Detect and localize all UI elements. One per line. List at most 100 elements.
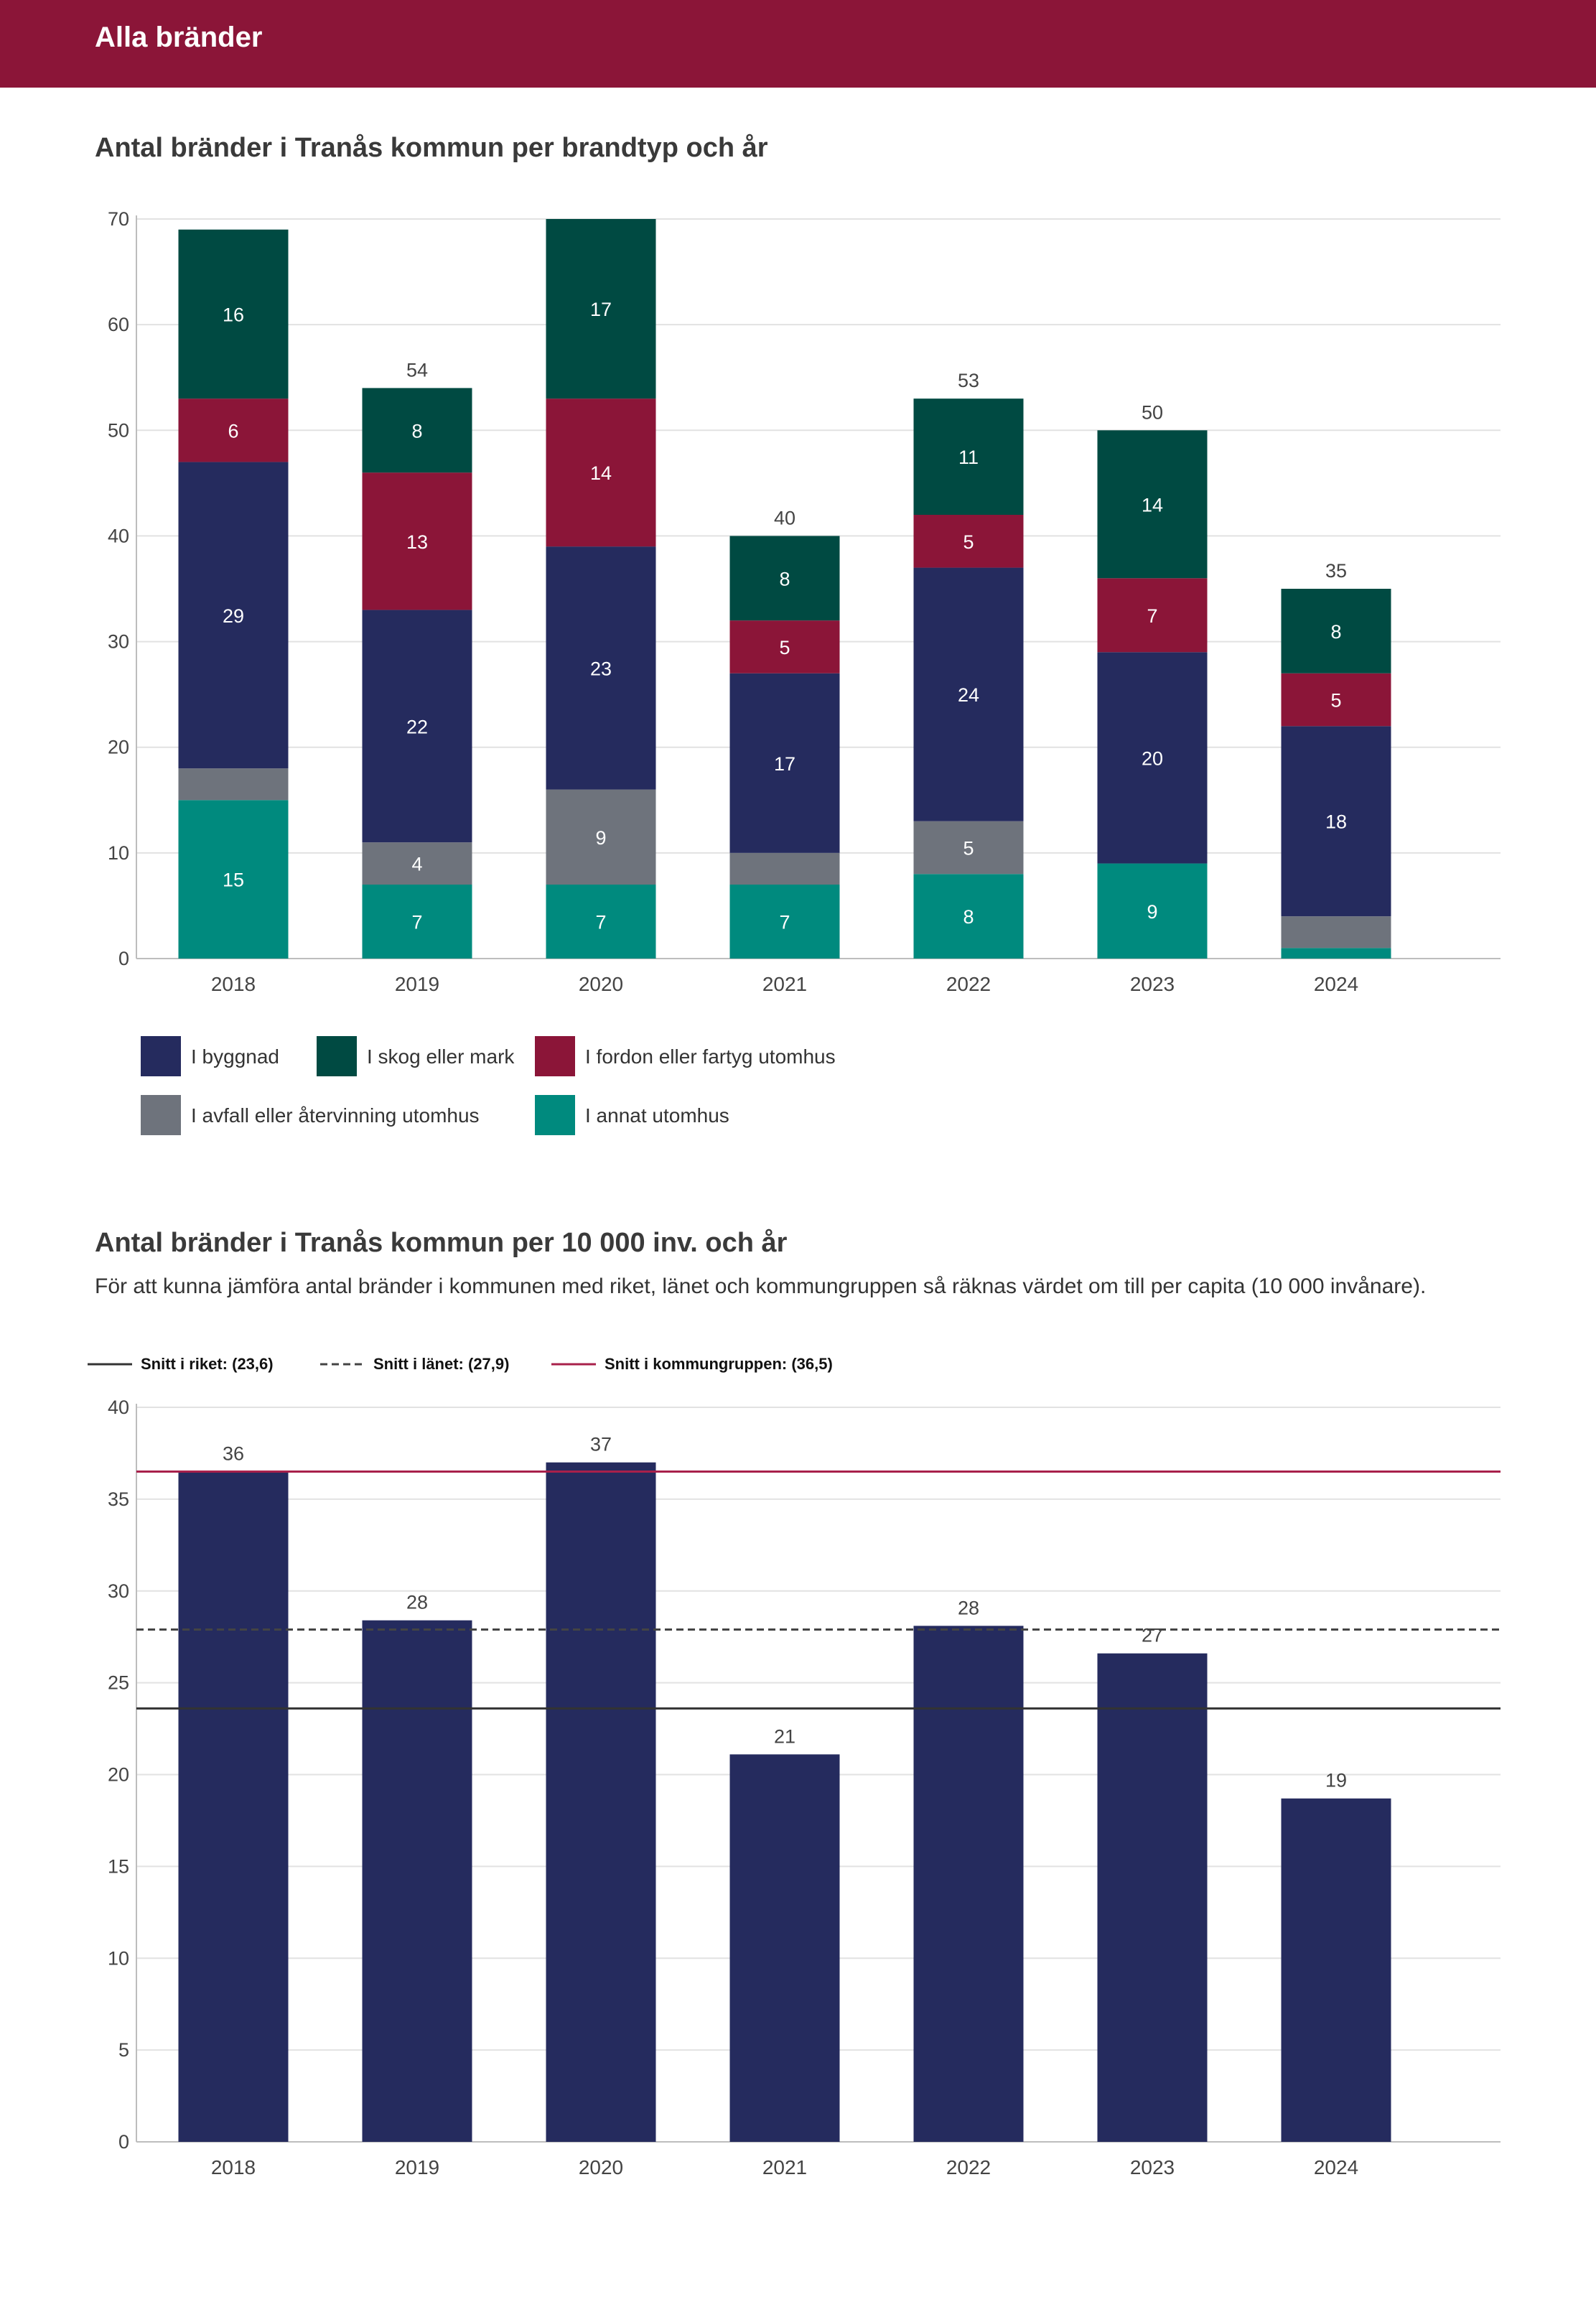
bar-segment bbox=[178, 229, 289, 399]
y-tick-label: 35 bbox=[108, 1488, 129, 1510]
segment-value-label: 8 bbox=[411, 420, 422, 442]
segment-value-label: 7 bbox=[779, 912, 790, 933]
segment-value-label: 9 bbox=[1147, 901, 1157, 923]
segment-value-label: 8 bbox=[1330, 621, 1341, 643]
bar-segment bbox=[729, 885, 840, 959]
bar bbox=[362, 1620, 472, 2142]
x-tick-label: 2020 bbox=[579, 973, 623, 995]
y-tick-label: 0 bbox=[118, 2131, 129, 2153]
bar-segment bbox=[913, 874, 1024, 959]
bar-segment bbox=[546, 219, 656, 399]
segment-value-label: 17 bbox=[774, 753, 795, 775]
legend-swatch bbox=[141, 1095, 181, 1135]
bar-segment bbox=[362, 842, 472, 885]
x-tick-label: 2021 bbox=[762, 2156, 807, 2178]
bar bbox=[913, 1626, 1024, 2142]
x-tick-label: 2024 bbox=[1314, 2156, 1358, 2178]
legend-swatch bbox=[535, 1095, 575, 1135]
page-header: Alla bränder bbox=[0, 0, 1596, 88]
bar-total-label: 40 bbox=[774, 507, 795, 528]
x-tick-label: 2023 bbox=[1130, 2156, 1175, 2178]
segment-value-label: 20 bbox=[1142, 747, 1163, 769]
bar-value-label: 28 bbox=[958, 1597, 979, 1618]
y-tick-label: 25 bbox=[108, 1672, 129, 1694]
segment-value-label: 5 bbox=[963, 531, 974, 553]
legend-label: I byggnad bbox=[191, 1045, 279, 1068]
bar-total-label: 53 bbox=[958, 370, 979, 391]
bar-segment bbox=[362, 610, 472, 843]
bar-value-label: 28 bbox=[406, 1592, 428, 1613]
segment-value-label: 5 bbox=[779, 637, 790, 658]
y-tick-label: 50 bbox=[108, 419, 129, 441]
bar bbox=[1281, 1798, 1391, 2142]
bar-total-label: 50 bbox=[1142, 401, 1163, 423]
bar-value-label: 27 bbox=[1142, 1625, 1163, 1646]
bar-value-label: 37 bbox=[590, 1434, 612, 1455]
x-tick-label: 2024 bbox=[1314, 973, 1358, 995]
y-tick-label: 40 bbox=[108, 525, 129, 546]
segment-value-label: 7 bbox=[411, 912, 422, 933]
bar-segment bbox=[546, 789, 656, 885]
y-tick-label: 15 bbox=[108, 1855, 129, 1877]
bar bbox=[546, 1462, 656, 2142]
segment-value-label: 16 bbox=[223, 304, 244, 325]
bar bbox=[1097, 1653, 1208, 2142]
bar-segment bbox=[913, 567, 1024, 821]
segment-value-label: 6 bbox=[228, 420, 238, 442]
bar-segment bbox=[913, 515, 1024, 568]
y-tick-label: 0 bbox=[118, 948, 129, 969]
y-tick-label: 30 bbox=[108, 631, 129, 653]
bar-segment bbox=[729, 852, 840, 885]
segment-value-label: 15 bbox=[223, 870, 244, 891]
segment-value-label: 4 bbox=[411, 854, 422, 875]
segment-value-label: 14 bbox=[590, 462, 612, 484]
bar-segment bbox=[178, 800, 289, 959]
bar-segment bbox=[362, 388, 472, 473]
x-tick-label: 2022 bbox=[946, 2156, 991, 2178]
page-title: Alla bränder bbox=[95, 22, 263, 53]
bar-segment bbox=[178, 462, 289, 769]
bar-segment bbox=[729, 620, 840, 674]
segment-value-label: 8 bbox=[779, 568, 790, 589]
legend-label: I avfall eller återvinning utomhus bbox=[191, 1104, 480, 1127]
segment-value-label: 24 bbox=[958, 684, 979, 706]
bar-segment bbox=[546, 546, 656, 790]
segment-value-label: 18 bbox=[1325, 811, 1347, 833]
x-tick-label: 2018 bbox=[211, 2156, 256, 2178]
bar-segment bbox=[729, 536, 840, 621]
chart1-stacked-bar-chart: 0102030405060701529616201874221385420197… bbox=[108, 208, 1501, 1135]
bar-segment bbox=[362, 885, 472, 959]
x-tick-label: 2019 bbox=[395, 973, 439, 995]
bar-total-label: 35 bbox=[1325, 560, 1347, 582]
bar bbox=[178, 1471, 289, 2142]
legend-swatch bbox=[317, 1036, 357, 1076]
x-tick-label: 2018 bbox=[211, 973, 256, 995]
segment-value-label: 7 bbox=[1147, 605, 1157, 627]
segment-value-label: 17 bbox=[590, 299, 612, 320]
bar-segment bbox=[1097, 863, 1208, 959]
reference-legend-label: Snitt i kommungruppen: (36,5) bbox=[605, 1355, 833, 1373]
bar bbox=[729, 1754, 840, 2142]
y-tick-label: 40 bbox=[108, 1397, 129, 1418]
bar-segment bbox=[729, 673, 840, 853]
bar-segment bbox=[913, 821, 1024, 875]
bar-segment bbox=[1281, 948, 1391, 959]
segment-value-label: 23 bbox=[590, 658, 612, 679]
bar-segment bbox=[178, 399, 289, 462]
bar-segment bbox=[1281, 673, 1391, 727]
bar-total-label: 54 bbox=[406, 359, 428, 381]
bar-segment bbox=[1097, 578, 1208, 653]
segment-value-label: 5 bbox=[1330, 690, 1341, 712]
segment-value-label: 22 bbox=[406, 716, 428, 737]
bar-value-label: 19 bbox=[1325, 1770, 1347, 1791]
bar-value-label: 36 bbox=[223, 1443, 244, 1465]
reference-legend-label: Snitt i riket: (23,6) bbox=[141, 1355, 274, 1373]
y-tick-label: 20 bbox=[108, 1764, 129, 1786]
x-tick-label: 2023 bbox=[1130, 973, 1175, 995]
bar-segment bbox=[546, 399, 656, 547]
segment-value-label: 9 bbox=[595, 827, 606, 849]
bar-value-label: 21 bbox=[774, 1725, 795, 1747]
bar-segment bbox=[1281, 726, 1391, 917]
bar-segment bbox=[362, 472, 472, 610]
